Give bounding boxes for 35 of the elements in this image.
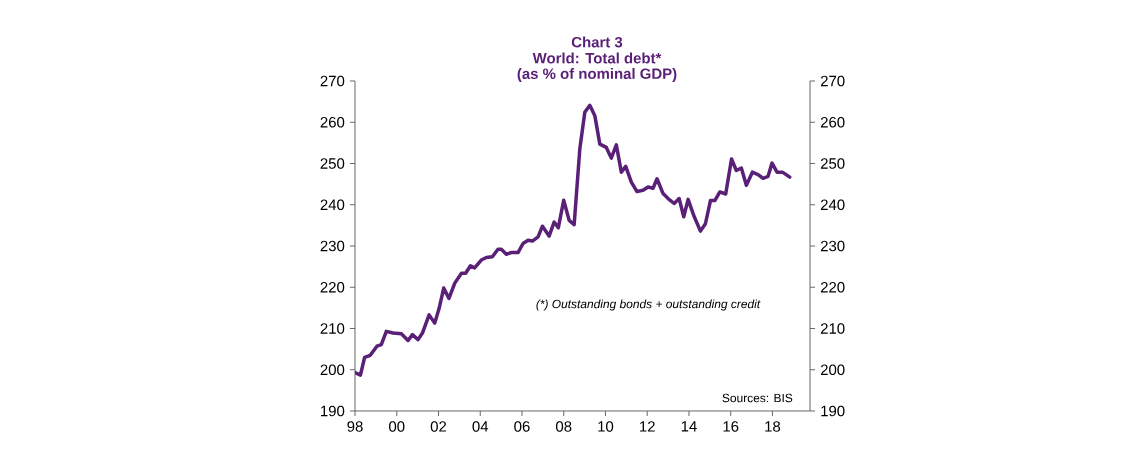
y-tick-label: 230: [320, 240, 345, 252]
line-series: [355, 103, 792, 377]
x-tick-label: 98: [347, 421, 363, 432]
y2-tick-label: 270: [820, 75, 845, 87]
x-tick-label: 08: [556, 421, 572, 432]
y-tick-label: 220: [320, 281, 345, 293]
y2-tick-label: 190: [821, 405, 845, 417]
y-tick-label: 240: [320, 199, 345, 211]
x-tick-label: 02: [430, 421, 447, 432]
y2-tick-label: 260: [820, 116, 845, 128]
y-tick-label: 210: [320, 323, 345, 334]
y2-tick-label: 240: [820, 199, 845, 211]
chart-title: World: Total debt*: [532, 52, 662, 64]
x-tick-label: 00: [389, 421, 405, 432]
y-tick-label: 260: [320, 116, 345, 128]
y-tick-label: 200: [320, 364, 345, 376]
x-tick-label: 10: [598, 421, 614, 432]
chart-subtitle: (as % of nominal GDP): [517, 68, 677, 82]
x-tick-label: 18: [765, 421, 781, 432]
x-tick-label: 14: [681, 421, 697, 432]
y-tick-label: 270: [320, 75, 345, 87]
y2-tick-label: 220: [820, 281, 845, 293]
y2-tick-label: 210: [820, 323, 845, 334]
annotation: Sources: BIS: [722, 393, 793, 403]
caption: Chart 3: [571, 36, 623, 48]
x-tick-label: 06: [514, 421, 530, 432]
y2-tick-label: 230: [820, 240, 845, 252]
annotation: (*) Outstanding bonds + outstanding credit: [536, 299, 761, 311]
y-tick-label: 250: [320, 158, 345, 169]
x-tick-label: 04: [472, 421, 489, 432]
y2-tick-label: 250: [820, 158, 845, 169]
y2-tick-label: 200: [820, 364, 845, 376]
x-tick-label: 16: [723, 421, 739, 432]
y-tick-label: 190: [321, 405, 345, 417]
x-tick-label: 12: [640, 421, 655, 432]
